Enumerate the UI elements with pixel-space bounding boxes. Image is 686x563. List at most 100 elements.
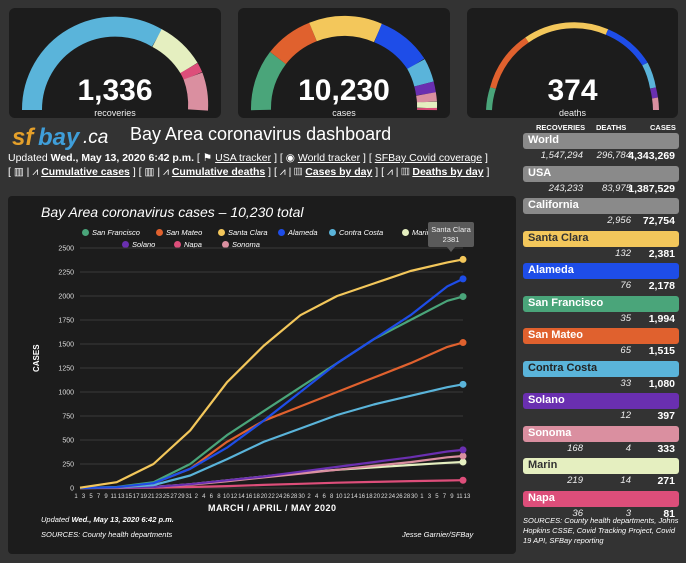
cases-value: 271 bbox=[657, 475, 675, 487]
y-tick-label: 1750 bbox=[58, 318, 74, 325]
x-tick-label: 25 bbox=[163, 494, 170, 500]
series-line-solano[interactable] bbox=[79, 448, 464, 490]
updated-date: Wed., May 13, 2020 6:42 p.m. bbox=[50, 152, 195, 164]
legend-label: Santa Clara bbox=[228, 228, 268, 237]
cases-gauge-arc bbox=[251, 15, 438, 111]
x-tick-label: 21 bbox=[148, 494, 155, 500]
updated-line: Updated Wed., May 13, 2020 6:42 p.m. [ ⚑… bbox=[8, 152, 488, 164]
region-stats: 12 397 bbox=[523, 410, 679, 424]
series-endpoint[interactable] bbox=[459, 339, 467, 347]
cases-by-day-link[interactable]: Cases by day bbox=[305, 166, 373, 178]
x-tick-label: 6 bbox=[210, 494, 214, 500]
flag-icon: ⚑ bbox=[202, 152, 213, 164]
y-axis-title: CASES bbox=[32, 344, 41, 372]
tooltip-value: 2381 bbox=[442, 235, 460, 244]
x-tick-label: 5 bbox=[89, 494, 93, 500]
legend-item[interactable]: Santa Clara bbox=[218, 228, 268, 237]
header-deaths: DEATHS bbox=[596, 123, 627, 132]
world-tracker-link[interactable]: World tracker bbox=[297, 152, 361, 164]
usa-tracker-link[interactable]: USA tracker bbox=[215, 152, 272, 164]
series-line-contra-costa[interactable] bbox=[79, 383, 464, 490]
region-san-francisco: San Francisco bbox=[523, 295, 679, 312]
logo-ca: .ca bbox=[83, 127, 109, 148]
cases-value: 397 bbox=[657, 410, 675, 422]
y-tick-label: 1000 bbox=[58, 390, 74, 397]
region-world: World bbox=[523, 133, 679, 149]
recoveries-value: 219 bbox=[567, 475, 583, 486]
x-tick-label: 23 bbox=[155, 494, 162, 500]
deaths-value: 35 bbox=[620, 312, 631, 324]
x-tick-label: 19 bbox=[140, 494, 147, 500]
series-endpoint[interactable] bbox=[459, 275, 467, 283]
series-endpoint[interactable] bbox=[459, 255, 467, 263]
updated-prefix: Updated bbox=[8, 152, 51, 164]
series-endpoint[interactable] bbox=[459, 446, 467, 454]
series-endpoint[interactable] bbox=[459, 293, 467, 301]
gauge-label: deaths bbox=[558, 108, 587, 118]
legend-dot bbox=[218, 229, 225, 236]
x-tick-label: 13 bbox=[118, 494, 125, 500]
series-endpoint[interactable] bbox=[459, 452, 467, 460]
x-tick-label: 31 bbox=[185, 494, 192, 500]
x-tick-label: 11 bbox=[110, 494, 117, 500]
sfbay-covid-link[interactable]: SFBay Covid coverage bbox=[374, 152, 483, 164]
gauge-value: 1,336 bbox=[77, 74, 153, 107]
x-tick-label: 3 bbox=[82, 494, 86, 500]
cumulative-cases-link[interactable]: Cumulative cases bbox=[41, 166, 130, 178]
x-tick-label: 12 bbox=[231, 494, 238, 500]
recoveries-value: 168 bbox=[567, 442, 583, 454]
gauge-segment bbox=[251, 51, 287, 111]
legend-item[interactable]: Sonoma bbox=[222, 240, 260, 249]
deaths-by-day-link[interactable]: Deaths by day bbox=[412, 166, 484, 178]
x-tick-label: 6 bbox=[322, 494, 326, 500]
x-tick-label: 20 bbox=[261, 494, 268, 500]
region-san-mateo: San Mateo bbox=[523, 328, 679, 344]
separator: [ bbox=[194, 152, 203, 164]
y-tick-label: 1500 bbox=[58, 342, 74, 349]
legend-dot bbox=[82, 229, 89, 236]
legend-item[interactable]: Contra Costa bbox=[329, 228, 383, 237]
cumulative-deaths-link[interactable]: Cumulative deaths bbox=[171, 166, 266, 178]
legend-item[interactable]: Solano bbox=[122, 240, 155, 249]
x-tick-label: 18 bbox=[366, 494, 373, 500]
cases-gauge: 10,230 cases bbox=[238, 8, 450, 118]
legend-item[interactable]: San Francisco bbox=[82, 228, 140, 237]
x-tick-label: 8 bbox=[217, 494, 221, 500]
legend-label: Marin bbox=[412, 228, 431, 237]
legend-dot bbox=[156, 229, 163, 236]
bar-chart-icon: ▥ bbox=[13, 166, 24, 178]
legend-item[interactable]: Marin bbox=[402, 228, 431, 237]
region-contra-costa: Contra Costa bbox=[523, 360, 679, 377]
series-endpoint[interactable] bbox=[459, 458, 467, 466]
gauge-segment bbox=[486, 87, 496, 111]
legend-label: Alameda bbox=[288, 228, 318, 237]
gauge-segment bbox=[525, 22, 609, 43]
legend-item[interactable]: San Mateo bbox=[156, 228, 202, 237]
legend-item[interactable]: Napa bbox=[174, 240, 202, 249]
x-tick-label: 1 bbox=[74, 494, 78, 500]
legend-label: San Francisco bbox=[92, 228, 140, 237]
x-tick-label: 24 bbox=[276, 494, 283, 500]
deaths-value: 3 bbox=[625, 507, 631, 519]
line-chart-icon: ⩘ bbox=[279, 166, 286, 178]
sfbay-logo[interactable]: sf bay .ca bbox=[8, 124, 120, 151]
x-tick-label: 1 bbox=[420, 494, 424, 500]
gauge-segment bbox=[151, 29, 198, 74]
x-tick-label: 28 bbox=[404, 494, 411, 500]
series-endpoint[interactable] bbox=[459, 380, 467, 388]
cases-value: 4,343,269 bbox=[628, 150, 675, 162]
region-stats: 243,233 83,975 1,387,529 bbox=[523, 183, 679, 197]
legend-label: Sonoma bbox=[232, 240, 260, 249]
legend-label: Solano bbox=[132, 240, 156, 249]
line-chart-icon: ⩘ bbox=[162, 166, 169, 178]
series-line-alameda[interactable] bbox=[79, 277, 464, 490]
deaths-value: 83,975 bbox=[601, 182, 631, 194]
legend-label: San Mateo bbox=[166, 228, 203, 237]
series-endpoint[interactable] bbox=[459, 476, 467, 484]
chart-links: [ ▥ | ⩘ Cumulative cases ] [ ▥ | ⩘ Cumul… bbox=[8, 166, 490, 178]
legend-item[interactable]: Alameda bbox=[278, 228, 318, 237]
line-chart-icon: ⩘ bbox=[32, 166, 39, 178]
separator: ] [ bbox=[271, 152, 286, 164]
logo-bay: bay bbox=[38, 124, 80, 151]
series-line-santa-clara[interactable] bbox=[79, 258, 464, 489]
